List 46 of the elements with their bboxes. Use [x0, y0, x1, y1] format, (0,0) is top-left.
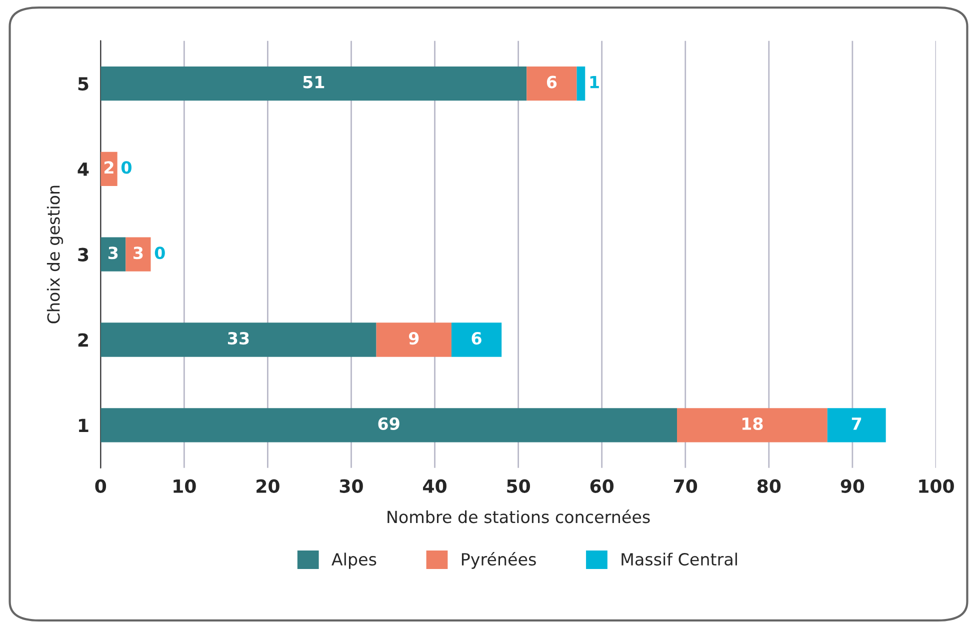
legend-label: Massif Central — [622, 552, 737, 566]
bar — [126, 237, 151, 272]
x-tick-label: 30 — [340, 479, 363, 493]
y-tick-label: 5 — [78, 77, 88, 91]
bar — [677, 408, 828, 442]
data-label: 1 — [590, 76, 599, 88]
data-label: 3 — [134, 246, 143, 260]
data-label: 6 — [546, 76, 557, 88]
bar — [576, 66, 586, 101]
y-axis-title: Choix de gestion — [46, 186, 64, 324]
bar — [100, 66, 527, 101]
x-axis-title: Nombre de stations concernées — [388, 510, 650, 524]
data-label: 9 — [408, 332, 419, 345]
x-tick-label: 100 — [919, 479, 954, 493]
data-label: 0 — [154, 246, 165, 260]
data-label: 2 — [104, 161, 114, 174]
legend-label: Alpes — [332, 552, 376, 569]
bar — [100, 237, 126, 272]
y-tick-label: 4 — [78, 162, 89, 176]
bar — [100, 408, 678, 442]
bar — [100, 322, 376, 357]
x-tick-label: 60 — [590, 479, 614, 493]
data-label: 18 — [742, 417, 763, 430]
data-label: 0 — [121, 161, 132, 174]
data-label: 6 — [472, 332, 482, 345]
x-tick-label: 90 — [840, 479, 864, 493]
data-label: 51 — [303, 76, 324, 88]
y-tick-label: 1 — [78, 418, 88, 432]
data-label: 33 — [228, 332, 249, 345]
x-tick-label: 0 — [95, 479, 106, 493]
bar — [376, 322, 452, 357]
y-tick-label: 3 — [78, 248, 88, 262]
y-tick-label: 2 — [78, 333, 88, 347]
x-tick-label: 20 — [256, 479, 280, 493]
legend-label: Pyrénées — [462, 552, 536, 569]
x-tick-label: 50 — [507, 479, 530, 493]
data-label: 3 — [108, 246, 118, 260]
data-label: 7 — [852, 418, 862, 430]
bar — [827, 408, 886, 442]
bar — [451, 322, 502, 357]
data-label: 69 — [378, 417, 400, 430]
x-tick-label: 10 — [174, 479, 196, 493]
x-tick-label: 40 — [423, 479, 446, 493]
x-tick-label: 80 — [757, 479, 781, 493]
x-tick-label: 70 — [674, 479, 698, 493]
bar — [526, 66, 577, 101]
